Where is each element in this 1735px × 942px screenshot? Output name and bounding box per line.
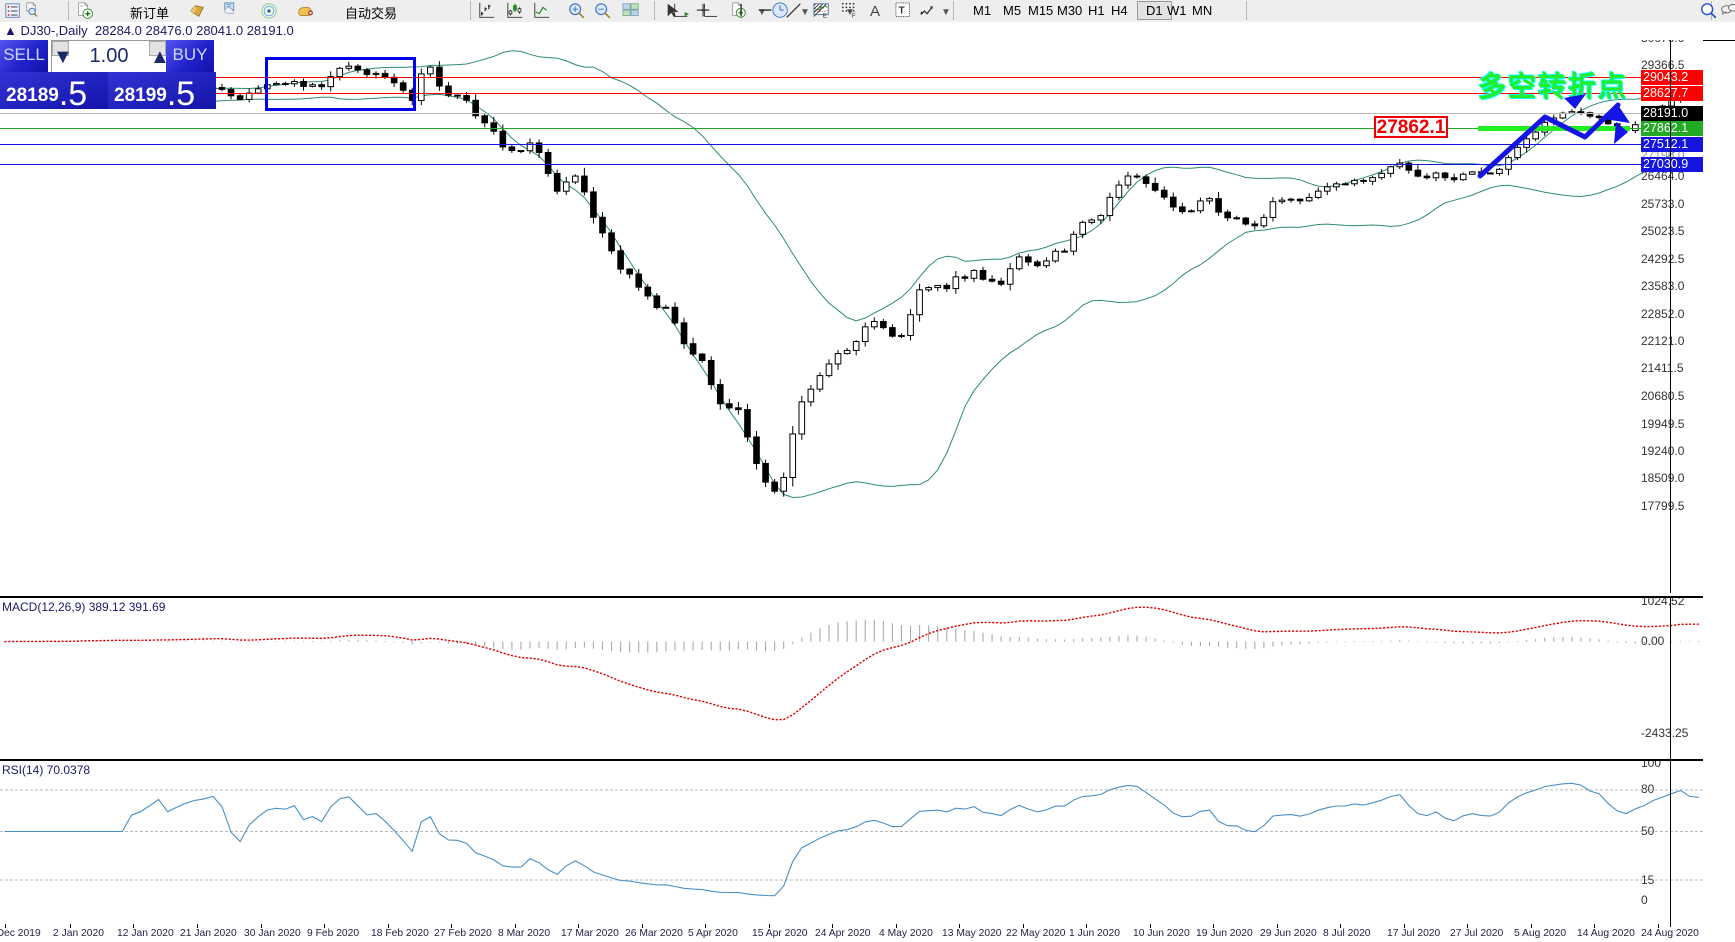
svg-text:F: F [852, 12, 856, 19]
svg-text:T: T [899, 6, 905, 17]
svg-text:E: E [823, 12, 827, 19]
